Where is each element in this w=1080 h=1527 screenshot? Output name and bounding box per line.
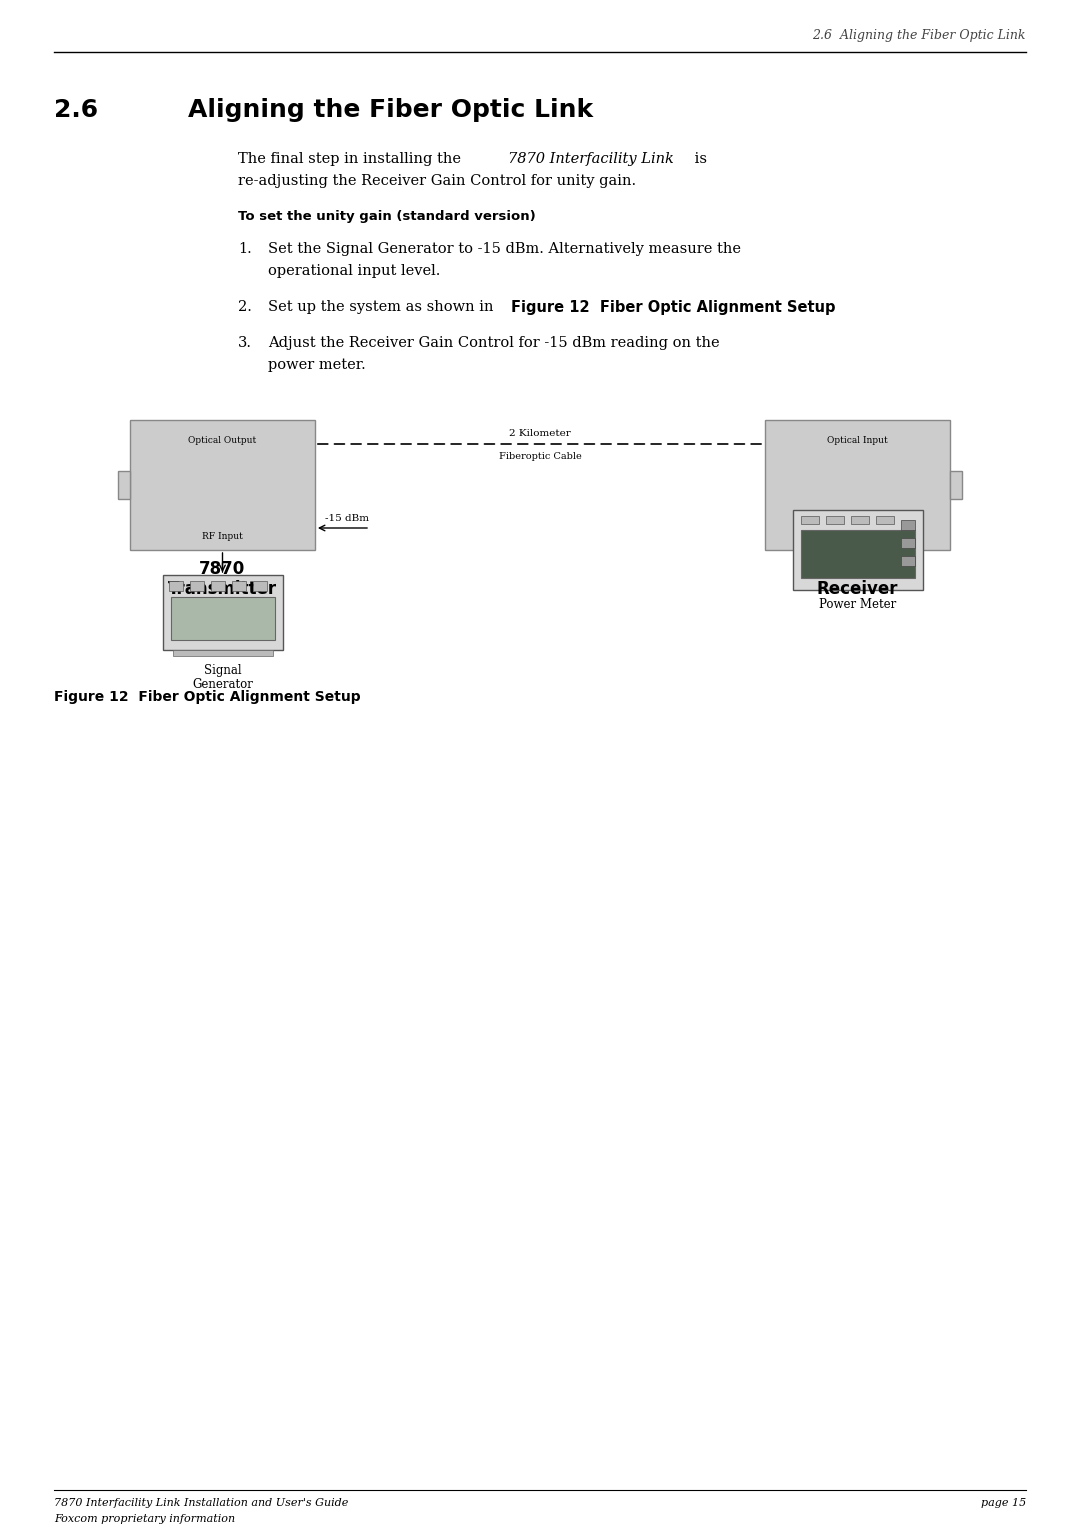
Text: Generator: Generator xyxy=(192,678,253,692)
Text: is: is xyxy=(690,153,707,166)
Text: Aligning the Fiber Optic Link: Aligning the Fiber Optic Link xyxy=(188,98,593,122)
Text: 7870 Interfacility Link: 7870 Interfacility Link xyxy=(508,153,674,166)
Text: Transmitter: Transmitter xyxy=(167,580,278,599)
Text: 7870 Interfacility Link Installation and User's Guide: 7870 Interfacility Link Installation and… xyxy=(54,1498,349,1509)
Text: Optical Input: Optical Input xyxy=(827,437,888,444)
Text: 2.6: 2.6 xyxy=(54,98,98,122)
Text: The final step in installing the: The final step in installing the xyxy=(238,153,465,166)
Text: Figure 12  Fiber Optic Alignment Setup: Figure 12 Fiber Optic Alignment Setup xyxy=(511,299,836,315)
Bar xyxy=(825,516,843,524)
Bar xyxy=(851,516,868,524)
Bar xyxy=(901,521,915,530)
Bar xyxy=(211,580,225,591)
Bar xyxy=(189,580,203,591)
Bar xyxy=(253,580,267,591)
Text: 2.6  Aligning the Fiber Optic Link: 2.6 Aligning the Fiber Optic Link xyxy=(812,29,1026,43)
Text: Foxcom proprietary information: Foxcom proprietary information xyxy=(54,1513,235,1524)
Bar xyxy=(231,580,245,591)
Text: Power Meter: Power Meter xyxy=(819,599,896,611)
Bar xyxy=(173,651,272,657)
Text: 7870: 7870 xyxy=(835,560,880,579)
Text: RF Output: RF Output xyxy=(834,531,881,541)
Text: 3.: 3. xyxy=(238,336,252,350)
Text: operational input level.: operational input level. xyxy=(268,264,441,278)
Text: To set the unity gain (standard version): To set the unity gain (standard version) xyxy=(238,211,536,223)
Text: Signal: Signal xyxy=(204,664,241,676)
Bar xyxy=(168,580,183,591)
Text: 2 Kilometer: 2 Kilometer xyxy=(509,429,571,438)
Text: Figure 12  Fiber Optic Alignment Setup: Figure 12 Fiber Optic Alignment Setup xyxy=(54,690,361,704)
Text: re-adjusting the Receiver Gain Control for unity gain.: re-adjusting the Receiver Gain Control f… xyxy=(238,174,636,188)
Bar xyxy=(171,597,274,640)
Text: Optical Output: Optical Output xyxy=(188,437,257,444)
Text: 2.: 2. xyxy=(238,299,252,315)
Bar xyxy=(876,516,893,524)
Text: Fiberoptic Cable: Fiberoptic Cable xyxy=(499,452,581,461)
Bar xyxy=(118,470,130,499)
Text: Set up the system as shown in: Set up the system as shown in xyxy=(268,299,498,315)
Text: -15 dBm: -15 dBm xyxy=(325,515,369,524)
Bar xyxy=(901,556,915,567)
Bar xyxy=(950,470,962,499)
Text: power meter.: power meter. xyxy=(268,357,366,373)
Bar xyxy=(130,420,315,550)
Text: Set the Signal Generator to -15 dBm. Alternatively measure the: Set the Signal Generator to -15 dBm. Alt… xyxy=(268,241,741,257)
Text: RF Input: RF Input xyxy=(202,531,243,541)
Text: Adjust the Receiver Gain Control for -15 dBm reading on the: Adjust the Receiver Gain Control for -15… xyxy=(268,336,719,350)
Bar xyxy=(800,530,915,579)
Bar xyxy=(800,516,819,524)
Text: Receiver: Receiver xyxy=(816,580,899,599)
Bar xyxy=(901,538,915,548)
Text: 1.: 1. xyxy=(238,241,252,257)
Bar xyxy=(793,510,922,589)
Text: 7870: 7870 xyxy=(200,560,245,579)
Bar xyxy=(162,576,283,651)
Bar xyxy=(765,420,950,550)
Text: page 15: page 15 xyxy=(981,1498,1026,1509)
